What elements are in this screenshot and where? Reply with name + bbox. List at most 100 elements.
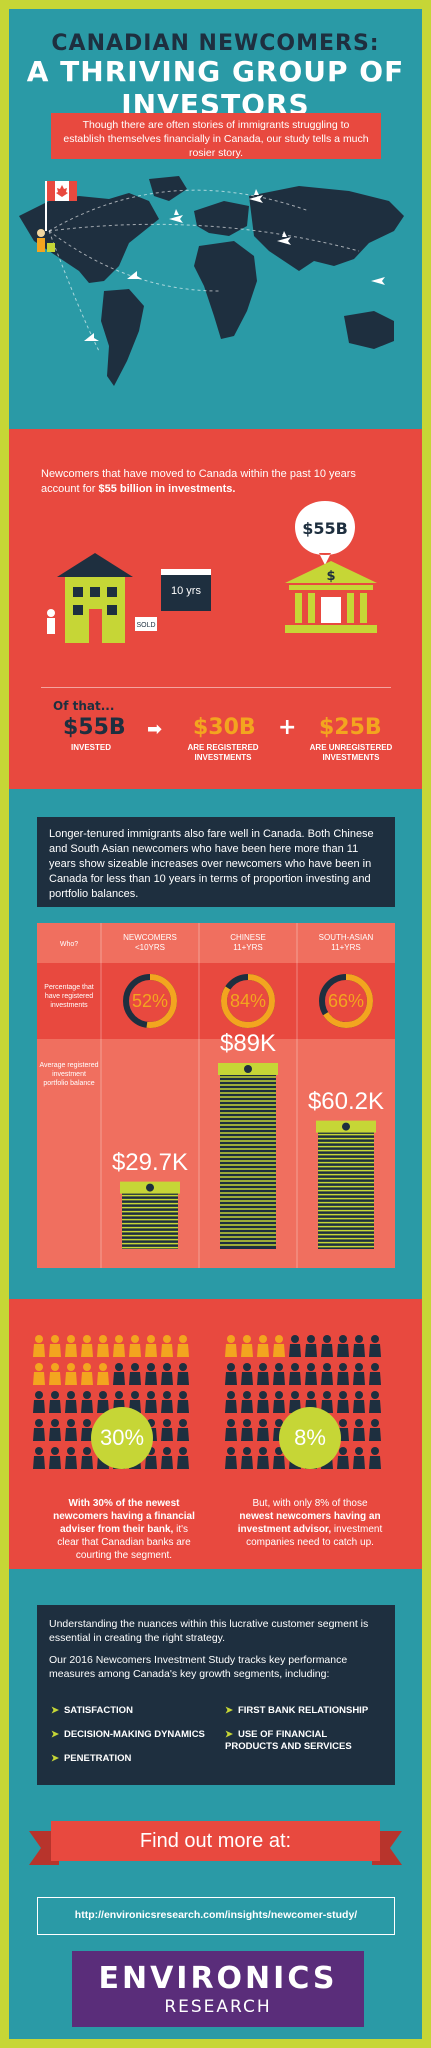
person-icon xyxy=(353,1419,365,1441)
person-icon xyxy=(257,1335,269,1357)
group-name: NEWCOMERS xyxy=(123,933,177,942)
donut-arc xyxy=(123,974,177,1028)
person-icon xyxy=(49,1391,61,1413)
environics-logo[interactable]: ENVIRONICS RESEARCH xyxy=(72,1951,364,2027)
group-header: CHINESE 11+YRS xyxy=(203,933,293,953)
study-section: Understanding the nuances within this lu… xyxy=(9,1569,422,2039)
balance-row-label: Average registered investment portfolio … xyxy=(39,1062,99,1087)
europe-shape xyxy=(194,201,249,236)
person-icon xyxy=(113,1363,125,1385)
person-icon xyxy=(353,1391,365,1413)
percent-label: 84% xyxy=(229,991,267,1011)
tenure-text: Longer-tenured immigrants also fare well… xyxy=(37,817,395,907)
group-tenure: 11+YRS xyxy=(331,943,361,952)
person-icon xyxy=(289,1363,301,1385)
of-that-label: Of that... xyxy=(53,699,115,713)
person-icon xyxy=(273,1335,285,1357)
investment-advisor-caption-pre: But, with only 8% of those xyxy=(252,1498,368,1509)
plus-icon: + xyxy=(278,715,297,740)
arrow-bullet-icon: ➤ xyxy=(51,1753,59,1764)
person-icon xyxy=(273,1391,285,1413)
person-icon xyxy=(161,1419,173,1441)
person-icon xyxy=(305,1335,317,1357)
person-icon xyxy=(177,1391,189,1413)
group-tenure: <10YRS xyxy=(134,943,166,952)
person-icon xyxy=(97,1391,109,1413)
person-icon xyxy=(145,1363,157,1385)
study-url-link[interactable]: http://environicsresearch.com/insights/n… xyxy=(37,1897,395,1935)
calendar-icon: 10 yrs xyxy=(161,569,211,611)
measure-label: PENETRATION xyxy=(63,1753,132,1764)
person-icon xyxy=(257,1391,269,1413)
study-paragraph-1: Understanding the nuances within this lu… xyxy=(49,1618,369,1644)
logo-wordmark: ENVIRONICS xyxy=(98,1961,338,1996)
registered-label: ARE REGISTERED INVESTMENTS xyxy=(187,743,259,762)
arrow-icon: ➡ xyxy=(147,719,163,740)
investment-text-bold: $55 billion in investments. xyxy=(98,483,236,495)
bank-adviser-caption-rest: it's clear that Canadian banks are court… xyxy=(57,1524,191,1561)
pin-label: $55B xyxy=(302,519,348,538)
group-name: SOUTH-ASIAN xyxy=(318,933,374,942)
person-icon xyxy=(65,1391,77,1413)
person-icon xyxy=(225,1363,237,1385)
arrow-bullet-icon: ➤ xyxy=(225,1729,233,1740)
person-icon xyxy=(241,1363,253,1385)
pct-row-label: Percentage that have registered investme… xyxy=(44,984,94,1009)
person-icon xyxy=(177,1447,189,1469)
person-icon xyxy=(369,1335,381,1357)
north-america-shape xyxy=(19,193,159,283)
measure-financial-products: ➤ USE OF FINANCIAL PRODUCTS AND SERVICES xyxy=(225,1729,375,1753)
person-icon xyxy=(337,1447,349,1469)
investment-advisor-caption-rest: investment companies need to catch up. xyxy=(246,1524,383,1548)
measure-first-bank: ➤ FIRST BANK RELATIONSHIP xyxy=(225,1705,385,1717)
measure-decision-making: ➤ DECISION-MAKING DYNAMICS xyxy=(51,1729,205,1741)
person-icon xyxy=(161,1335,173,1357)
world-map-illustration xyxy=(19,176,404,386)
arrow-bullet-icon: ➤ xyxy=(51,1705,59,1716)
person-icon xyxy=(33,1335,45,1357)
investment-intro-text: Newcomers that have moved to Canada with… xyxy=(41,467,371,497)
person-icon xyxy=(225,1447,237,1469)
person-icon xyxy=(33,1391,45,1413)
person-icon xyxy=(241,1391,253,1413)
person-icon xyxy=(129,1335,141,1357)
person-icon xyxy=(81,1335,93,1357)
unregistered-value: $25B xyxy=(319,715,382,740)
svg-text:$: $ xyxy=(326,569,335,584)
person-icon xyxy=(33,1363,45,1385)
person-icon xyxy=(289,1335,301,1357)
person-icon xyxy=(81,1391,93,1413)
bank-adviser-caption: With 30% of the newest newcomers having … xyxy=(49,1497,199,1562)
comparison-graphic xyxy=(37,923,395,1268)
person-icon xyxy=(129,1363,141,1385)
balance-label: $89K xyxy=(219,1030,277,1057)
person-icon xyxy=(113,1335,125,1357)
person-icon xyxy=(241,1419,253,1441)
measure-label: FIRST BANK RELATIONSHIP xyxy=(237,1705,369,1716)
logo-subtitle: RESEARCH xyxy=(164,1997,272,2017)
calendar-label: 10 yrs xyxy=(171,585,201,597)
africa-shape xyxy=(194,241,257,339)
investment-advisor-caption-bold: newest newcomers having an investment ad… xyxy=(237,1511,381,1535)
person-icon xyxy=(49,1363,61,1385)
study-box: Understanding the nuances within this lu… xyxy=(37,1605,395,1785)
infographic-frame: CANADIAN NEWCOMERS: A THRIVING GROUP OF … xyxy=(9,9,422,2039)
bank-adviser-percent: 30% xyxy=(91,1407,153,1469)
banknote-icon xyxy=(342,1122,350,1131)
traveller-figure xyxy=(37,229,45,237)
percent-label: 52% xyxy=(131,991,169,1011)
person-icon xyxy=(225,1391,237,1413)
intro-text: Though there are often stories of immigr… xyxy=(51,113,381,159)
person-icon xyxy=(33,1419,45,1441)
donut-arc xyxy=(221,974,275,1028)
person-icon xyxy=(257,1363,269,1385)
people-grid xyxy=(33,1335,381,1469)
unregistered-label: ARE UNREGISTERED INVESTMENTS xyxy=(309,743,393,762)
investment-advisor-caption: But, with only 8% of those newest newcom… xyxy=(235,1497,385,1549)
person-icon xyxy=(241,1447,253,1469)
person-icon xyxy=(273,1363,285,1385)
comparison-table: Who? Percentage that have registered inv… xyxy=(37,923,395,1268)
person-icon xyxy=(49,1447,61,1469)
person-icon xyxy=(97,1363,109,1385)
measure-satisfaction: ➤ SATISFACTION xyxy=(51,1705,133,1717)
